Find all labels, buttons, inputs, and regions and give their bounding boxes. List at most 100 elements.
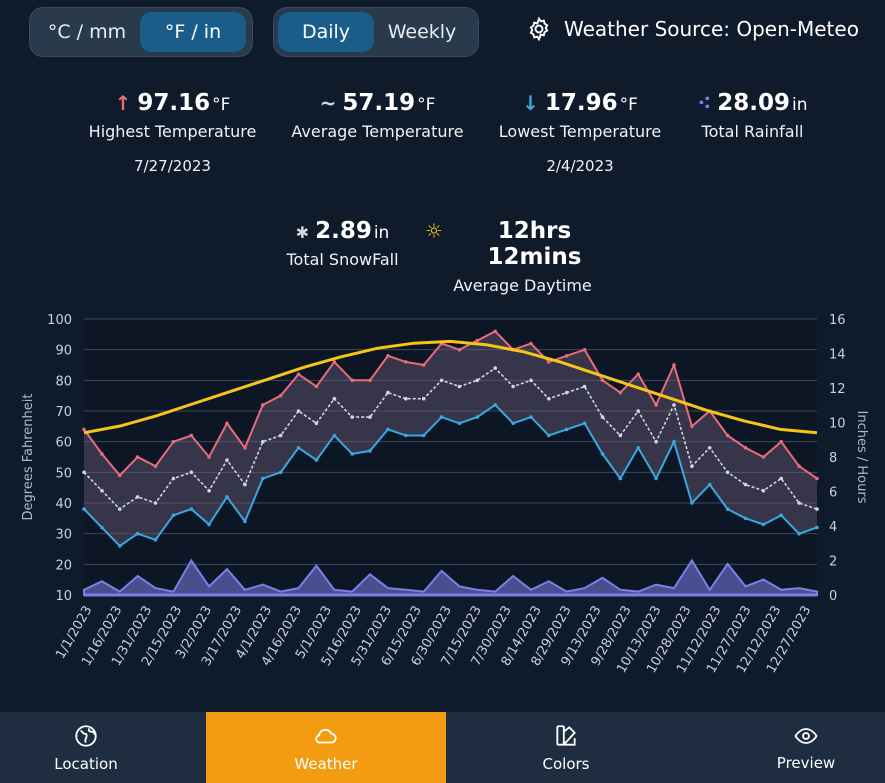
average-temperature-point — [439, 378, 444, 383]
average-temperature-point — [672, 403, 676, 407]
arrow-down-icon: ↓ — [522, 91, 539, 115]
low-temperature-point — [278, 470, 283, 475]
average-temperature-stat: ~57.19 °F Average Temperature — [285, 90, 470, 141]
low-temperature-point — [368, 449, 372, 453]
high-temperature-point — [779, 439, 783, 444]
low-temperature-point — [135, 531, 140, 536]
nav-colors-label: Colors — [542, 754, 590, 773]
y-tick-label: 70 — [55, 405, 72, 420]
high-temperature-point — [421, 363, 426, 367]
y2-tick-label: 4 — [829, 520, 837, 535]
units-metric-button[interactable]: °C / mm — [47, 21, 127, 43]
y-tick-label: 10 — [55, 589, 72, 604]
sun-icon: ☼ — [425, 219, 443, 243]
low-temperature-point — [690, 501, 694, 505]
lowest-temperature-unit: °F — [619, 95, 638, 115]
lowest-temperature-value: 17.96 — [544, 90, 618, 116]
units-imperial-button[interactable]: °F / in — [140, 12, 246, 52]
average-temperature-point — [475, 378, 480, 383]
low-temperature-point — [296, 446, 301, 450]
high-temperature-point — [618, 390, 623, 395]
average-temperature-unit: °F — [417, 95, 436, 115]
low-temperature-point — [600, 452, 605, 456]
average-temperature-point — [278, 433, 283, 438]
low-temperature-point — [189, 507, 194, 511]
average-temperature-point — [582, 384, 587, 389]
low-temperature-point — [475, 415, 480, 419]
weather-chart-svg: 10 20 30 40 50 60 70 80 90 100 0 2 4 6 8 10 12 14 16 Degree… — [21, 313, 869, 676]
low-temperature-point — [654, 476, 658, 481]
average-temperature-value: 57.19 — [342, 90, 416, 116]
y2-tick-label: 10 — [829, 417, 846, 432]
high-temperature-point — [475, 338, 480, 343]
high-temperature-point — [135, 455, 140, 459]
weather-source-button[interactable]: Weather Source: Open-Meteo — [526, 16, 859, 42]
high-temperature-point — [82, 427, 86, 432]
average-temperature-point — [797, 501, 801, 505]
total-rainfall-label: Total Rainfall — [701, 122, 804, 141]
high-temperature-line — [83, 330, 818, 480]
y2-tick-label: 6 — [829, 486, 837, 501]
low-temperature-point — [439, 415, 444, 419]
average-temperature-point — [421, 396, 426, 401]
y-tick-label: 30 — [55, 528, 72, 543]
high-temperature-point — [278, 393, 283, 398]
low-temperature-point — [421, 433, 426, 438]
daylight-hours-line — [83, 339, 818, 435]
arrow-up-icon: ↑ — [114, 91, 132, 115]
y2-tick-label: 14 — [829, 348, 846, 363]
average-daytime-stat: ☼ 12hrs 12mins Average Daytime — [425, 218, 620, 295]
low-temperature-point — [636, 446, 640, 450]
period-weekly-button[interactable]: Weekly — [387, 21, 457, 43]
units-toggle: °C / mm °F / in — [29, 7, 253, 57]
average-temperature-point — [82, 470, 86, 475]
average-temperature-point — [243, 482, 247, 487]
high-temperature-point — [404, 360, 408, 364]
highest-temperature-value: 97.16 — [137, 90, 211, 116]
average-temperature-point — [779, 476, 783, 481]
precipitation-area — [83, 558, 818, 596]
eye-icon — [794, 727, 818, 744]
highest-temperature-date: 7/27/2023 — [134, 157, 211, 175]
average-temperature-point — [153, 501, 158, 505]
low-temperature-line — [83, 403, 818, 548]
y-tick-label: 60 — [55, 436, 72, 451]
average-temperature-point — [189, 470, 194, 475]
average-temperature-point — [493, 366, 498, 370]
low-temperature-point — [243, 519, 247, 524]
y-tick-label: 80 — [55, 374, 72, 389]
average-temperature-point — [404, 396, 408, 401]
y2-axis-label: Inches / Hours — [854, 411, 869, 504]
nav-weather[interactable]: Weather — [206, 712, 446, 783]
nav-preview-label: Preview — [776, 753, 836, 772]
y-tick-label: 40 — [55, 497, 72, 512]
high-temperature-point — [314, 384, 319, 389]
gear-icon — [529, 16, 549, 42]
nav-location[interactable]: Location — [0, 712, 172, 783]
average-temperature-point — [386, 390, 390, 395]
y2-tick-label: 8 — [829, 451, 837, 466]
globe-icon — [75, 724, 97, 747]
total-rainfall-stat: ⁖ 28.09 in Total Rainfall — [685, 90, 820, 141]
average-temperature-label: Average Temperature — [291, 122, 464, 141]
high-temperature-point — [457, 347, 462, 352]
average-temperature-point — [135, 495, 140, 499]
nav-preview[interactable]: Preview — [720, 712, 885, 783]
high-temperature-point — [761, 455, 766, 459]
low-temperature-point — [493, 403, 498, 407]
highest-temperature-label: Highest Temperature — [88, 122, 257, 141]
nav-colors[interactable]: Colors — [480, 712, 652, 783]
high-temperature-point — [243, 446, 247, 450]
low-temperature-point — [225, 495, 229, 499]
period-daily-button[interactable]: Daily — [278, 12, 374, 52]
average-temperature-point — [654, 439, 658, 444]
low-temperature-point — [100, 525, 104, 530]
low-temperature-point — [261, 476, 265, 481]
total-rainfall-value: 28.09 — [717, 90, 790, 116]
average-temperature-point — [261, 439, 265, 444]
high-temperature-point — [672, 363, 676, 367]
rain-drops-icon: ⁖ — [697, 91, 712, 115]
high-temperature-point — [743, 446, 748, 450]
low-temperature-point — [207, 522, 211, 527]
total-snowfall-stat: ✱ 2.89 in Total SnowFall — [275, 218, 410, 269]
